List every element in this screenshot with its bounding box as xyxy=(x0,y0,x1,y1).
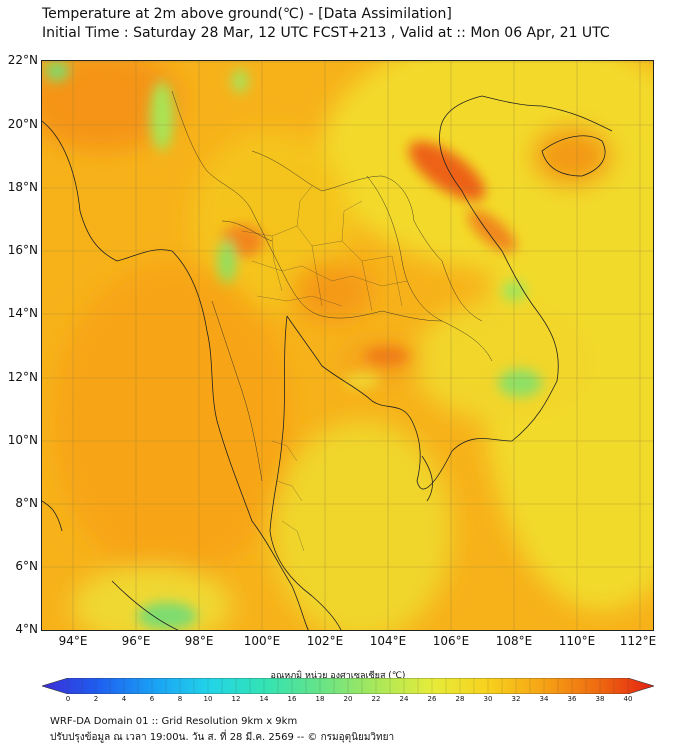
lat-label-4n: 4°N xyxy=(15,622,38,636)
lat-label-16n: 16°N xyxy=(7,243,38,257)
chart-subtitle: Initial Time : Saturday 28 Mar, 12 UTC F… xyxy=(42,25,610,41)
colorbar-title: อุณหภูมิ หน่วย องศาเซลเซียส (℃) xyxy=(270,671,406,681)
lon-label-100e: 100°E xyxy=(243,634,281,648)
colorbar-label: 34 xyxy=(539,695,549,703)
colorbar-label: 22 xyxy=(371,695,381,703)
lat-label-10n: 10°N xyxy=(7,433,38,447)
lon-label-94e: 94°E xyxy=(58,634,88,648)
lat-label-20n: 20°N xyxy=(7,117,38,131)
temperature-map xyxy=(41,60,654,631)
colorbar-label: 12 xyxy=(231,695,241,703)
chart-title: Temperature at 2m above ground(℃) - [Dat… xyxy=(42,6,452,22)
colorbar-label: 30 xyxy=(483,695,493,703)
footer-domain-info: WRF-DA Domain 01 :: Grid Resolution 9km … xyxy=(50,716,298,727)
footer-update-info: ปรับปรุงข้อมูล ณ เวลา 19:00น. วัน ส. ที่… xyxy=(50,732,395,743)
lon-label-108e: 108°E xyxy=(495,634,533,648)
lon-label-106e: 106°E xyxy=(432,634,470,648)
lat-label-8n: 8°N xyxy=(15,496,38,510)
province-borders xyxy=(241,185,408,552)
lon-label-110e: 110°E xyxy=(558,634,596,648)
colorbar-label: 28 xyxy=(455,695,465,703)
lat-label-12n: 12°N xyxy=(7,370,38,384)
colorbar-label: 26 xyxy=(427,695,437,703)
lon-label-102e: 102°E xyxy=(306,634,344,648)
colorbar-label: 18 xyxy=(315,695,325,703)
colorbar-ticks xyxy=(67,678,629,694)
colorbar-label: 36 xyxy=(567,695,577,703)
coastlines xyxy=(42,95,613,630)
colorbar-label: 8 xyxy=(177,695,183,703)
lon-label-104e: 104°E xyxy=(369,634,407,648)
colorbar-label: 20 xyxy=(343,695,353,703)
lon-label-112e: 112°E xyxy=(619,634,657,648)
colorbar-label: 16 xyxy=(287,695,297,703)
colorbar-label: 38 xyxy=(595,695,605,703)
colorbar xyxy=(42,678,654,694)
lat-label-14n: 14°N xyxy=(7,306,38,320)
lat-label-22n: 22°N xyxy=(7,53,38,67)
colorbar-label: 0 xyxy=(65,695,71,703)
country-borders xyxy=(171,90,493,482)
colorbar-label: 32 xyxy=(511,695,521,703)
colorbar-label: 4 xyxy=(121,695,127,703)
map-gridlines xyxy=(42,61,653,630)
colorbar-label: 6 xyxy=(149,695,155,703)
colorbar-label: 24 xyxy=(399,695,409,703)
colorbar-label: 14 xyxy=(259,695,269,703)
map-svg xyxy=(42,61,653,630)
lon-label-96e: 96°E xyxy=(121,634,151,648)
colorbar-label: 2 xyxy=(93,695,99,703)
colorbar-label: 40 xyxy=(623,695,633,703)
colorbar-label: 10 xyxy=(203,695,213,703)
lon-label-98e: 98°E xyxy=(184,634,214,648)
lat-label-18n: 18°N xyxy=(7,180,38,194)
lat-label-6n: 6°N xyxy=(15,559,38,573)
